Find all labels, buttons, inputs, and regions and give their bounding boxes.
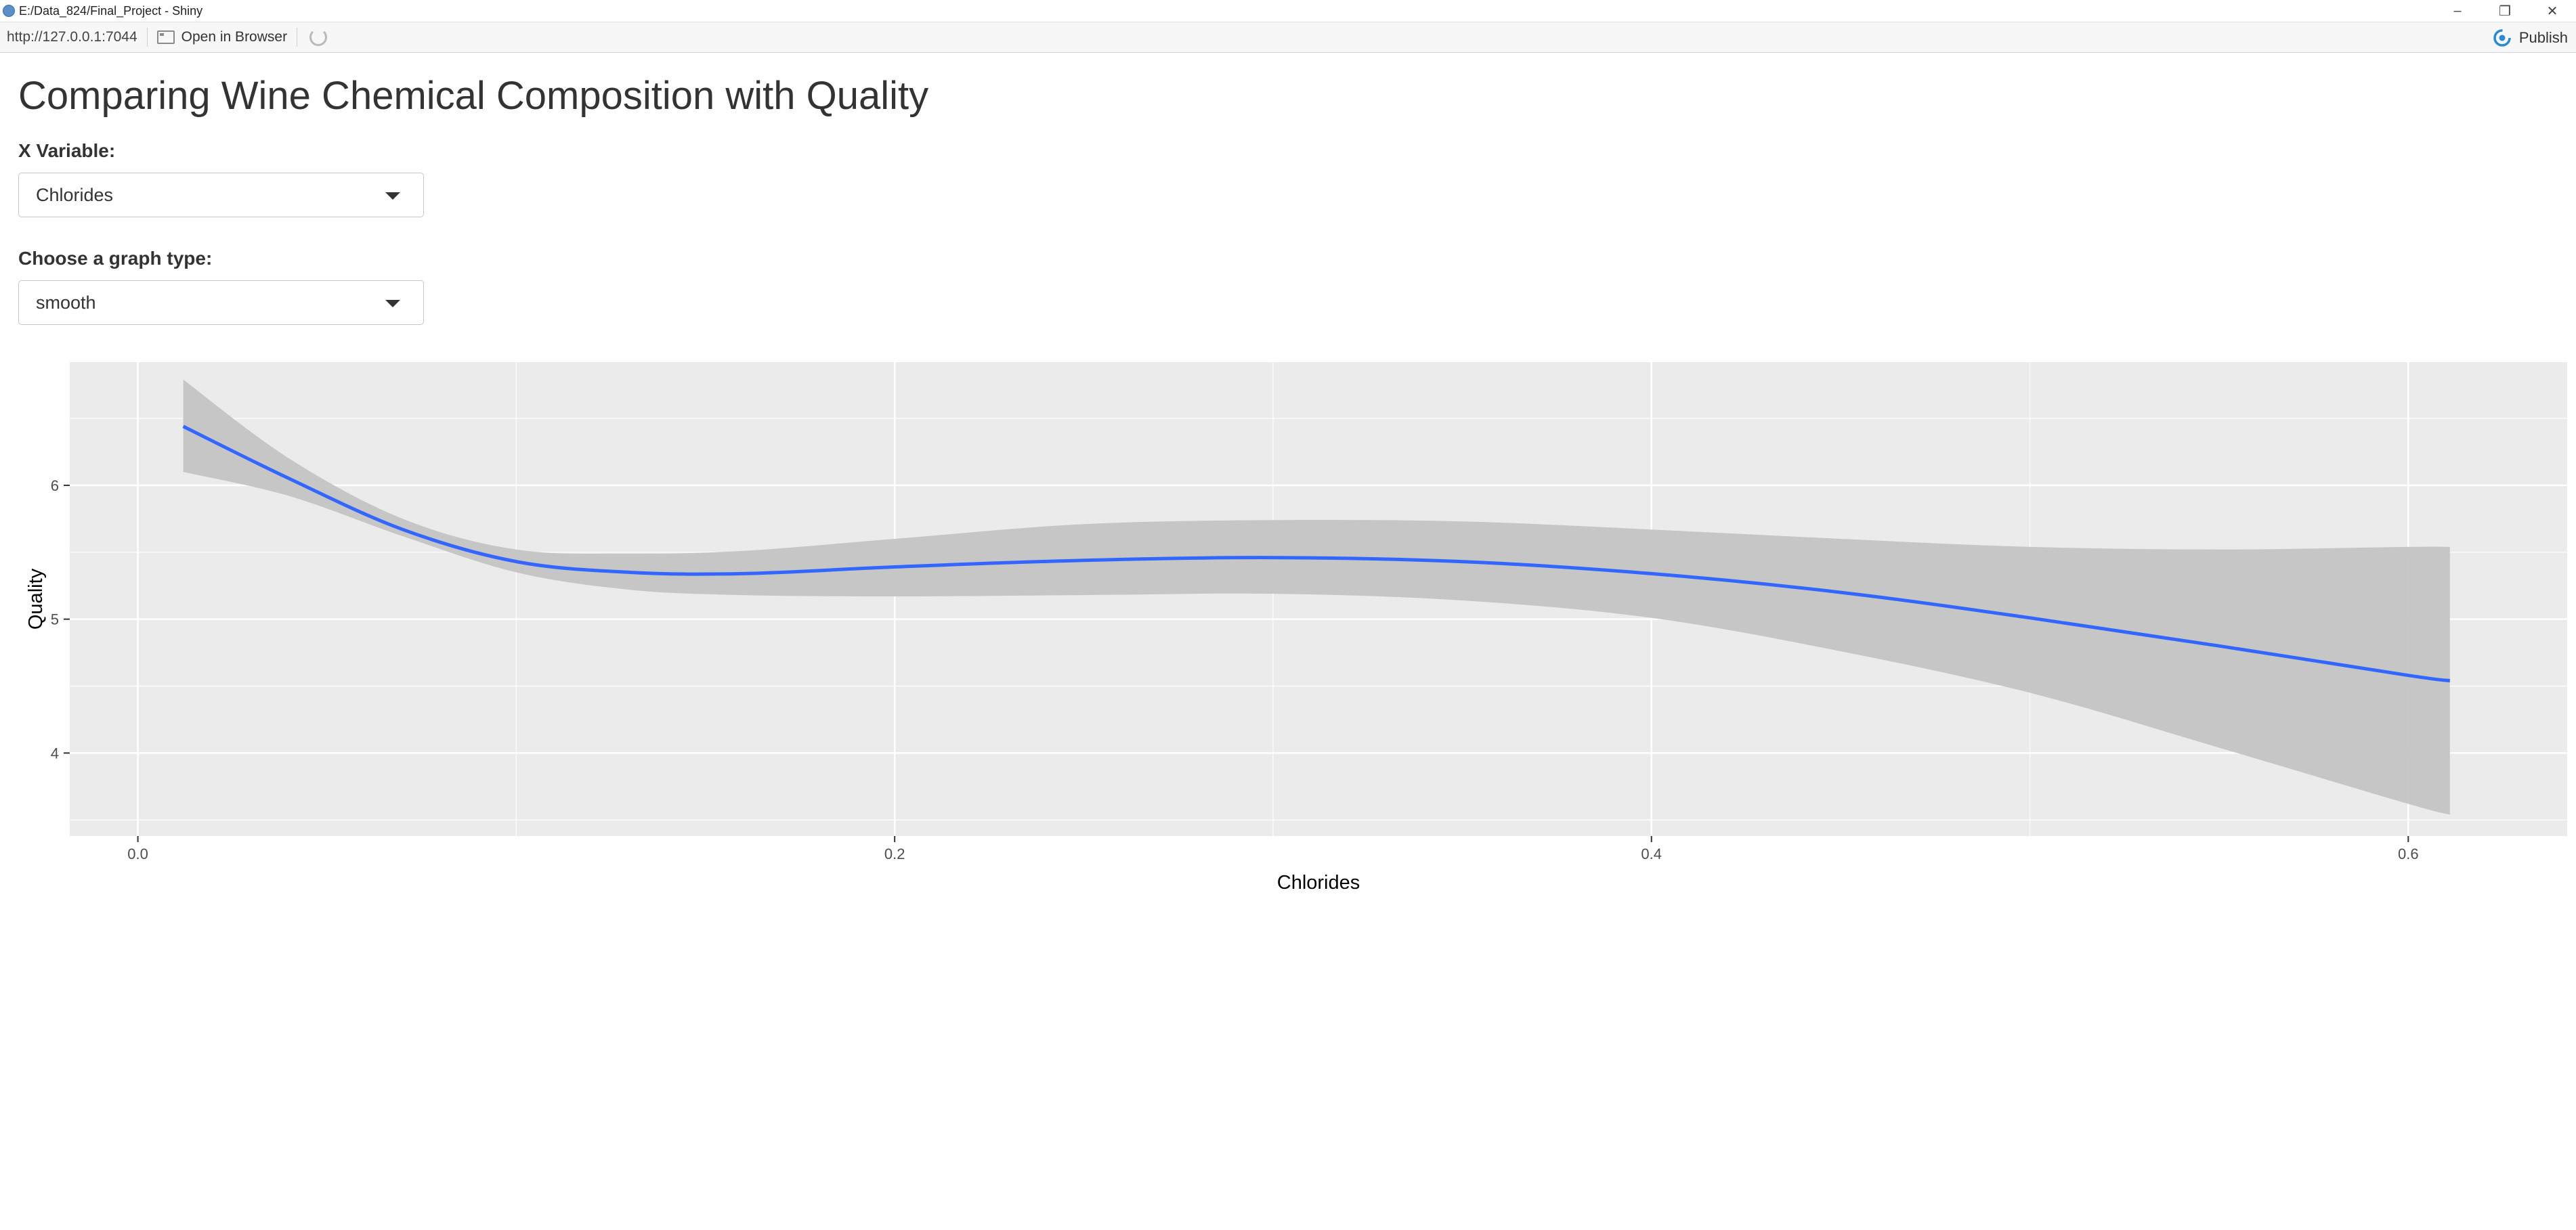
- publish-label: Publish: [2518, 29, 2568, 46]
- browser-window-icon: [156, 30, 175, 44]
- smooth-line: [182, 424, 2451, 683]
- y-tick-label: 5: [51, 611, 59, 628]
- rstudio-app-icon: [3, 5, 15, 17]
- graph-type-label: Choose a graph type:: [18, 248, 213, 269]
- publish-button[interactable]: Publish: [2492, 22, 2568, 53]
- y-tick-label: 4: [51, 745, 59, 762]
- y-axis-title: Quality: [25, 568, 47, 630]
- chevron-down-icon: [385, 300, 400, 307]
- page-title: Comparing Wine Chemical Composition with…: [18, 74, 929, 118]
- confidence-ribbon: [183, 379, 2450, 815]
- x-tick-label: 0.0: [127, 845, 148, 862]
- open-in-browser-button[interactable]: Open in Browser: [156, 29, 288, 45]
- x-tick-label: 0.6: [2398, 845, 2419, 862]
- minimize-button[interactable]: –: [2453, 3, 2462, 18]
- refresh-icon[interactable]: [309, 28, 328, 46]
- window-controls: – ❐ ✕: [2434, 0, 2576, 22]
- window-title-bar: E:/Data_824/Final_Project - Shiny – ❐ ✕: [0, 0, 2576, 22]
- open-in-browser-label: Open in Browser: [181, 29, 288, 45]
- app-url: http://127.0.0.1:7044: [7, 29, 137, 45]
- x-variable-label: X Variable:: [18, 140, 116, 161]
- restore-button[interactable]: ❐: [2499, 3, 2511, 19]
- publish-icon: [2493, 29, 2511, 47]
- x-tick-label: 0.4: [1641, 845, 1662, 862]
- graph-type-select[interactable]: smooth: [18, 280, 424, 325]
- chevron-down-icon: [385, 192, 400, 200]
- toolbar-divider: [146, 28, 148, 47]
- smooth-plot: 0.0 0.2 0.4 0.6 4 5 6 Chlorides Quality: [25, 362, 2567, 894]
- x-variable-select[interactable]: Chlorides: [18, 173, 424, 217]
- y-tick-label: 6: [51, 477, 59, 494]
- x-axis-title: Chlorides: [1277, 872, 1360, 894]
- graph-type-value: smooth: [36, 292, 96, 313]
- close-button[interactable]: ✕: [2546, 3, 2558, 19]
- viewer-toolbar: http://127.0.0.1:7044 Open in Browser Pu…: [0, 22, 2576, 53]
- x-tick-label: 0.2: [884, 845, 905, 862]
- x-variable-value: Chlorides: [36, 184, 114, 205]
- window-title: E:/Data_824/Final_Project - Shiny: [19, 3, 203, 18]
